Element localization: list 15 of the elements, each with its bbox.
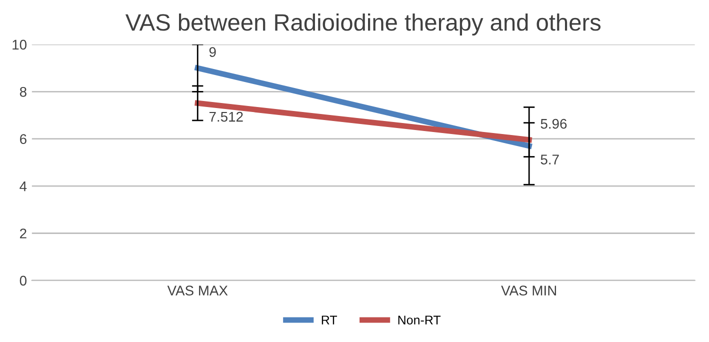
data-label: 7.512 <box>209 112 243 122</box>
data-label: 5.7 <box>540 154 559 164</box>
data-label: 5.96 <box>540 118 567 129</box>
legend-label: RT <box>322 316 338 324</box>
y-tick-label: 0 <box>20 276 26 286</box>
y-tick-label: 6 <box>20 134 26 144</box>
y-tick-label: 10 <box>12 40 26 50</box>
y-tick-label: 4 <box>20 182 27 192</box>
x-tick-label: VAS MAX <box>167 286 228 296</box>
legend-label: Non-RT <box>398 316 441 324</box>
data-label: 9 <box>209 47 216 57</box>
y-tick-label: 2 <box>20 228 26 238</box>
y-tick-label: 8 <box>20 86 26 97</box>
x-tick-label: VAS MIN <box>501 286 556 296</box>
chart-title: VAS between Radioiodine therapy and others <box>125 13 601 36</box>
